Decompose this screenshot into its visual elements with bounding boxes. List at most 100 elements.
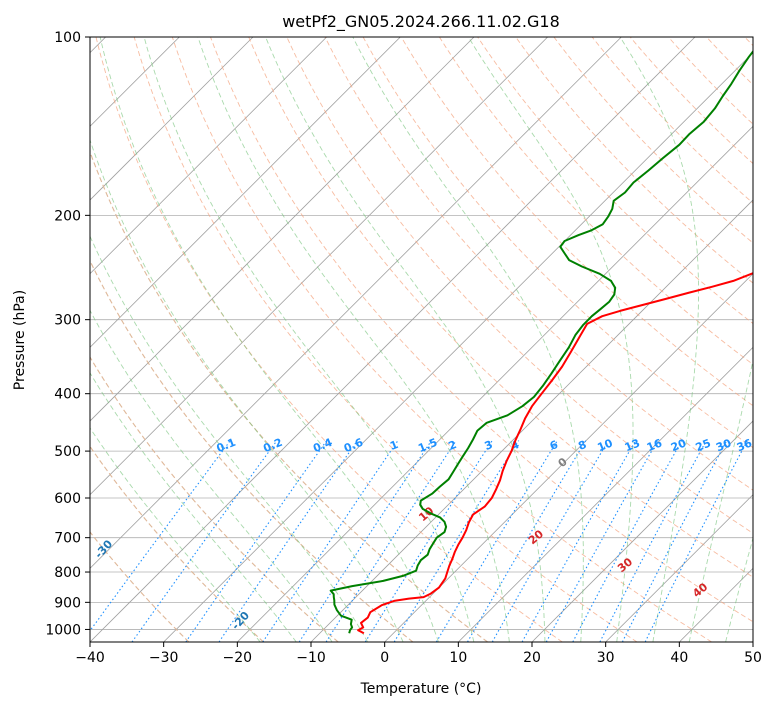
x-tick-label: −20 — [223, 650, 253, 666]
mixing-ratio-line — [131, 440, 278, 642]
isotherm-line — [90, 37, 327, 275]
dry-adiabat-line — [286, 37, 753, 534]
isotherm-line — [605, 494, 753, 642]
y-tick-label: 700 — [54, 531, 81, 547]
mixing-ratio-line — [90, 440, 231, 632]
mixing-ratio-label: 25 — [694, 437, 713, 455]
dry-adiabat-strong-line — [90, 531, 190, 642]
mixing-ratio-label: 20 — [669, 436, 688, 454]
mixing-ratio-lines — [90, 440, 748, 642]
chart-title: wetPf2_GN05.2024.266.11.02.G18 — [282, 12, 560, 32]
x-axis-title: Temperature (°C) — [360, 681, 482, 697]
isotherm-line — [90, 37, 254, 201]
y-axis-title: Pressure (hPa) — [12, 290, 28, 390]
dry-adiabat-strong-line — [90, 150, 488, 642]
moist-adiabat-line — [90, 138, 404, 642]
mixing-ratio-line — [599, 440, 707, 642]
x-tick-label: 10 — [449, 650, 467, 666]
moist-adiabat-line — [352, 37, 584, 642]
mixing-ratio-label: 36 — [735, 436, 754, 454]
moist-adiabat-line — [725, 536, 753, 642]
x-tick-label: −40 — [75, 650, 105, 666]
plot-area: 0.10.20.40.611.52346810131620253036-100-… — [90, 37, 754, 642]
y-tick-label: 500 — [54, 444, 81, 460]
y-tick-label: 600 — [54, 491, 81, 507]
isotherm-line — [163, 52, 753, 642]
moist-adiabat-line — [143, 37, 475, 642]
isotherm-line — [90, 37, 401, 348]
x-axis: −40 −30 −20 −10 0 10 20 30 40 50 — [75, 642, 762, 666]
isotherm-line — [531, 420, 753, 642]
mixing-ratio-label: 16 — [645, 436, 664, 454]
dry-adiabats — [90, 37, 753, 642]
dry-adiabat-line — [400, 37, 753, 407]
dry-adiabat-line — [362, 37, 753, 449]
mixing-ratio-line — [185, 440, 328, 642]
dry-adiabat-line — [171, 37, 712, 642]
dry-adiabat-line — [248, 37, 753, 578]
pressure-gridlines — [90, 37, 753, 630]
moist-adiabat-line — [688, 358, 753, 642]
isotherm-line — [458, 346, 753, 642]
dry-adiabat-line — [324, 37, 753, 491]
dry-adiabat-line — [591, 37, 753, 204]
x-tick-label: 30 — [597, 650, 615, 666]
mixing-ratio-label: 1 — [388, 438, 400, 453]
isotherm-line — [237, 125, 753, 642]
y-tick-label: 900 — [54, 595, 81, 611]
mixing-ratio-label: 13 — [623, 437, 642, 455]
mixing-ratio-line — [262, 440, 399, 642]
mixing-ratio-line — [467, 440, 587, 642]
moist-adiabat-line — [90, 372, 297, 642]
x-tick-label: 0 — [380, 650, 389, 666]
moist-adiabat-line — [90, 309, 333, 642]
x-tick-label: 40 — [670, 650, 688, 666]
mixing-ratio-line — [218, 440, 358, 642]
x-tick-label: 20 — [523, 650, 541, 666]
mixing-ratio-line — [521, 440, 637, 642]
dry-adiabat-strong-line — [90, 356, 339, 642]
moist-adiabat-line — [265, 37, 546, 642]
temperature-profile-line — [357, 272, 753, 635]
isotherm-line — [90, 37, 475, 422]
y-tick-label: 800 — [54, 565, 81, 581]
mixing-ratio-label: 8 — [576, 438, 588, 453]
y-tick-label: 400 — [54, 387, 81, 403]
dry-adiabat-line — [210, 37, 753, 623]
x-tick-label: 50 — [744, 650, 762, 666]
y-tick-label: 300 — [54, 313, 81, 329]
mixing-ratio-line — [644, 440, 748, 642]
mixing-ratio-line — [393, 440, 520, 642]
mixing-ratio-line — [435, 440, 558, 642]
sounding-series — [329, 49, 753, 635]
isotherm-line — [90, 37, 622, 569]
moist-adiabat-line — [99, 37, 439, 642]
x-tick-label: −10 — [296, 650, 326, 666]
moist-adiabat-line — [197, 37, 510, 642]
dry-adiabat-strong-line — [90, 259, 414, 642]
y-tick-label: 1000 — [45, 622, 81, 638]
y-tick-label: 100 — [54, 30, 81, 46]
isotherm-line — [90, 37, 696, 642]
mixing-ratio-label: 2 — [446, 438, 458, 453]
dry-adiabat-line — [553, 37, 753, 244]
y-tick-label: 200 — [54, 208, 81, 224]
moist-adiabat-line — [90, 427, 261, 642]
mixing-ratio-line — [491, 440, 609, 642]
moist-adiabats — [90, 37, 753, 642]
mixing-ratio-line — [621, 440, 728, 642]
x-tick-label: −30 — [149, 650, 179, 666]
mixing-ratio-label: 3 — [483, 438, 495, 453]
mixing-ratio-line — [298, 440, 432, 642]
moist-adiabat-line — [619, 37, 699, 642]
y-axis: 100 200 300 400 500 600 700 800 900 1000 — [45, 30, 90, 638]
dry-adiabat-line — [477, 37, 753, 325]
isotherm-line — [90, 37, 548, 496]
dry-adiabat-line — [439, 37, 753, 365]
skewed-isotherms — [90, 37, 753, 642]
moist-adiabat-line — [90, 235, 369, 642]
plot-frame — [89, 36, 754, 643]
dry-adiabat-line — [133, 37, 638, 642]
